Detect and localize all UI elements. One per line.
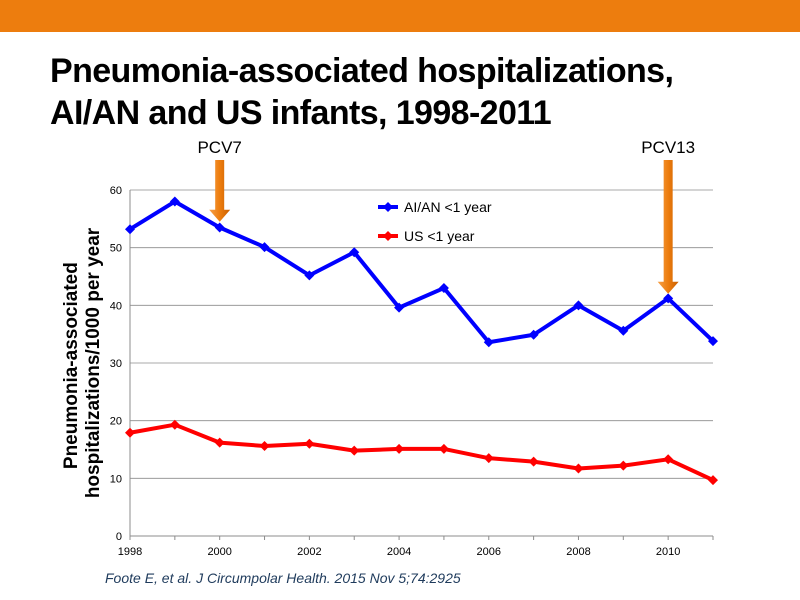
legend-entry: AI/AN <1 year [404, 199, 492, 215]
series-line-1 [129, 422, 714, 482]
y-tick-label: 40 [110, 300, 122, 312]
annotation-group: PCV7 PCV13 [197, 138, 695, 294]
x-tick-label: 2004 [387, 546, 411, 558]
axes: 0 10 20 30 40 50 60 1998 2000 2002 2004 2006 2008 201… [110, 185, 714, 558]
data-point [259, 441, 270, 452]
data-point [304, 270, 315, 281]
y-axis-label: Pneumonia-associated hospitalizations/10… [61, 227, 104, 498]
x-tick-label: 2010 [656, 546, 680, 558]
data-point [663, 454, 674, 465]
citation-reference: J Circumpolar Health. 2015 Nov 5;74:2925 [196, 570, 461, 586]
data-point [169, 419, 180, 430]
data-point [438, 283, 449, 294]
legend: AI/AN <1 year US <1 year [378, 199, 492, 244]
data-point [349, 247, 360, 258]
annotation-label-pcv13: PCV13 [641, 138, 695, 157]
grid-lines [130, 189, 713, 479]
data-point [663, 293, 674, 304]
series-group [125, 196, 718, 486]
data-point [528, 329, 539, 340]
y-tick-label: 60 [110, 185, 122, 197]
y-tick-label: 20 [110, 416, 122, 428]
data-point [483, 453, 494, 464]
x-tick-label: 2000 [207, 546, 231, 558]
data-point [394, 302, 405, 313]
data-point [169, 196, 180, 207]
citation: Foote E, et al. J Circumpolar Health. 20… [105, 570, 461, 586]
data-point [125, 427, 135, 438]
data-point [618, 460, 629, 471]
data-point [708, 336, 718, 347]
legend-swatch-marker [383, 202, 393, 212]
data-point [259, 242, 270, 253]
data-point [125, 224, 135, 235]
data-point [214, 222, 225, 233]
y-tick-label: 10 [110, 473, 122, 485]
data-point [708, 475, 718, 486]
data-point [573, 463, 584, 474]
data-point [214, 437, 225, 448]
data-point [618, 325, 629, 336]
citation-authors: Foote E, et al. [105, 570, 193, 586]
legend-swatch-marker [383, 231, 393, 241]
data-point [528, 456, 539, 467]
x-tick-label: 1998 [118, 546, 142, 558]
data-point [438, 443, 449, 454]
data-point [304, 438, 315, 449]
legend-entry: US <1 year [404, 228, 475, 244]
y-tick-label: 30 [110, 358, 122, 370]
x-tick-label: 2008 [566, 546, 590, 558]
data-point [394, 443, 405, 454]
y-axis-label-line-2: hospitalizations/1000 per year [83, 227, 104, 498]
x-tick-label: 2006 [477, 546, 501, 558]
arrow-pcv7 [209, 160, 231, 222]
annotation-label-pcv7: PCV7 [197, 138, 241, 157]
y-tick-label: 0 [116, 531, 122, 543]
data-point [349, 445, 360, 456]
y-axis-label-line-1: Pneumonia-associated [61, 262, 82, 469]
slide-title: Pneumonia-associated hospitalizations, A… [50, 52, 674, 132]
series-line-0 [128, 199, 715, 345]
y-tick-label: 50 [110, 243, 122, 255]
x-tick-label: 2002 [297, 546, 321, 558]
arrow-pcv13 [657, 160, 679, 294]
data-point [483, 337, 494, 348]
data-point [573, 300, 584, 311]
accent-bar [0, 0, 800, 32]
